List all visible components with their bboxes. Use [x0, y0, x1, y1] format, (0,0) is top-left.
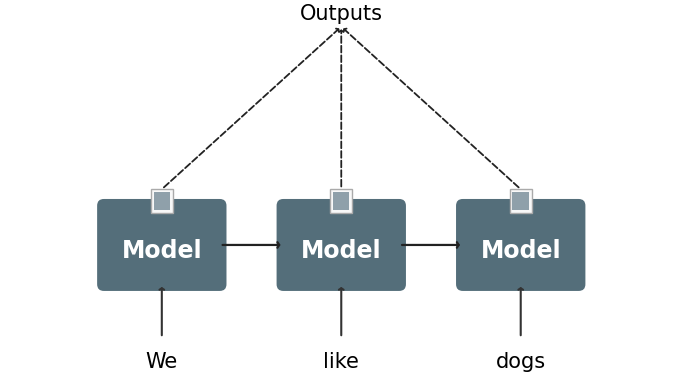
Text: like: like — [324, 351, 359, 371]
Text: Outputs: Outputs — [299, 5, 383, 25]
Text: Model: Model — [121, 239, 202, 263]
Bar — [330, 189, 353, 213]
Text: Model: Model — [480, 239, 561, 263]
Text: We: We — [146, 351, 178, 371]
Bar — [150, 189, 173, 213]
Text: Model: Model — [301, 239, 382, 263]
FancyBboxPatch shape — [277, 199, 406, 291]
Bar — [333, 192, 350, 210]
Bar — [509, 189, 532, 213]
Bar — [154, 192, 170, 210]
FancyBboxPatch shape — [97, 199, 226, 291]
FancyBboxPatch shape — [456, 199, 585, 291]
Bar — [513, 192, 529, 210]
Text: dogs: dogs — [495, 351, 546, 371]
